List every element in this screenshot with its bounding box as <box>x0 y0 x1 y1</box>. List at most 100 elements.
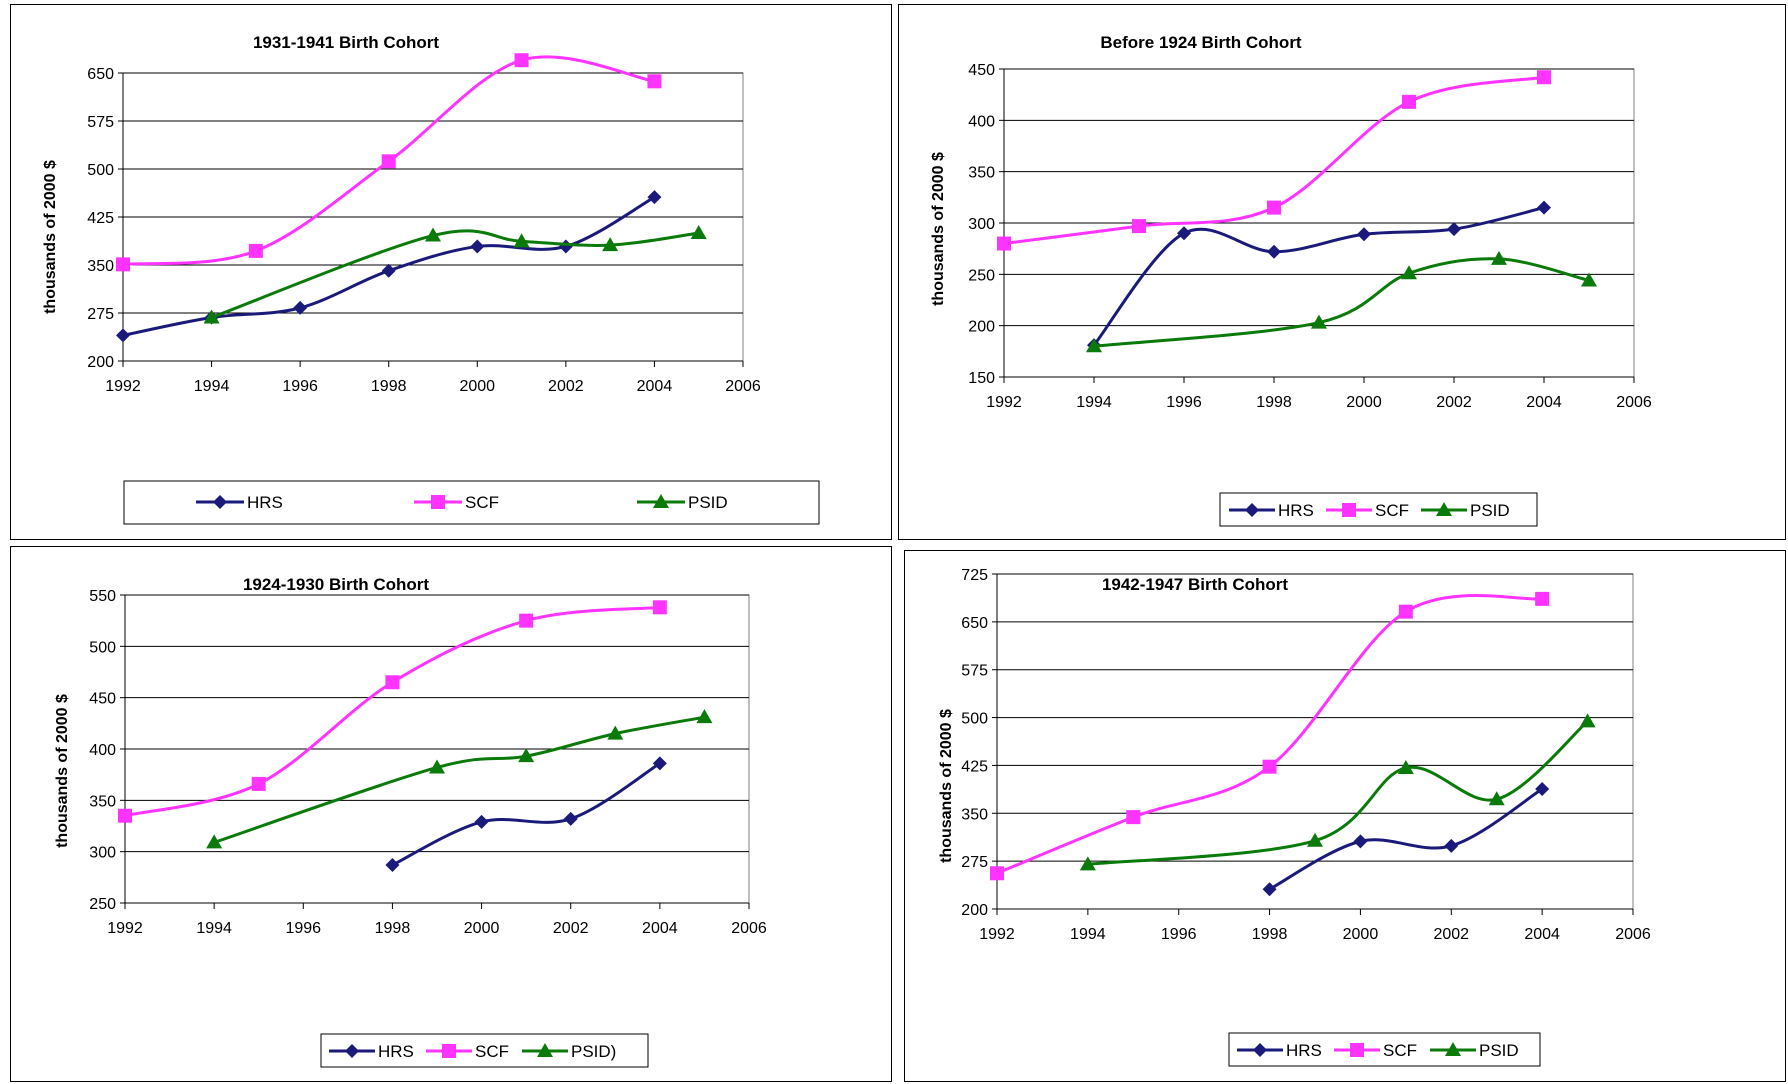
data-point-psid-2003 <box>1488 791 1505 806</box>
y-tick-label-350: 350 <box>961 806 988 823</box>
chart-title: 1931-1941 Birth Cohort <box>253 33 439 52</box>
x-tick-labels: 1992 1994 1996 1998 2000 2002 2004 2006 <box>105 378 761 395</box>
data-point-hrs-1998 <box>1267 244 1281 259</box>
data-point-psid-1999 <box>429 759 445 774</box>
x-tick-label-1998: 1998 <box>1252 926 1288 943</box>
legend-symbol-scf <box>1350 1043 1364 1057</box>
legend-label-psid: PSID <box>1479 1041 1519 1060</box>
data-point-psid-1994 <box>203 309 220 324</box>
series-line-scf <box>996 594 1543 875</box>
y-tick-label-575: 575 <box>87 114 114 131</box>
x-tick-label-2000: 2000 <box>1346 394 1382 411</box>
data-point-psid-1994 <box>1079 856 1096 871</box>
x-tick-label-1994: 1994 <box>196 920 232 937</box>
data-point-scf-1998 <box>1267 200 1281 215</box>
series-line-psid <box>1093 257 1590 348</box>
data-point-psid-1999 <box>1307 832 1323 847</box>
x-tick-label-1998: 1998 <box>1256 394 1292 411</box>
x-tick-label-1996: 1996 <box>1166 394 1202 411</box>
data-point-scf-1995 <box>1126 810 1141 825</box>
data-point-hrs-1996 <box>1177 226 1191 241</box>
legend: HRS SCF PSID <box>1219 492 1538 527</box>
x-tick-label-1994: 1994 <box>1076 394 1112 411</box>
chart-panel-1931-1941: 1931-1941 Birth Cohort thousands of 2000… <box>10 4 892 540</box>
data-point-psid-2005 <box>1579 713 1596 728</box>
data-point-hrs-2004 <box>652 756 667 771</box>
legend-label-psid: PSID) <box>571 1042 616 1061</box>
data-point-scf-2001 <box>514 53 529 68</box>
chart-svg-1931-1941: 1931-1941 Birth Cohort thousands of 2000… <box>42 33 820 525</box>
legend-marker-hrs <box>345 1044 359 1058</box>
x-tick-label-2002: 2002 <box>1433 926 1469 943</box>
x-tick-label-2002: 2002 <box>1436 394 1472 411</box>
data-point-scf-2004 <box>1535 591 1550 606</box>
x-tick-label-1992: 1992 <box>986 394 1022 411</box>
legend-marker-scf <box>442 1044 456 1058</box>
chart-panel-1942-1947: 1942-1947 Birth Cohort thousands of 2000… <box>904 550 1786 1082</box>
data-point-psid-2001 <box>1397 759 1414 774</box>
y-tick-label-425: 425 <box>961 758 988 775</box>
data-point-psid-2003 <box>1491 250 1507 265</box>
y-tick-label-300: 300 <box>968 216 995 233</box>
legend-label-scf: SCF <box>475 1042 509 1061</box>
y-tick-label-575: 575 <box>961 663 988 680</box>
grid-layer <box>120 594 750 909</box>
series-line-psid <box>1087 720 1589 866</box>
x-tick-label-2004: 2004 <box>1526 394 1562 411</box>
chart-title: 1942-1947 Birth Cohort <box>1102 575 1288 594</box>
plot-area-border <box>996 573 1634 910</box>
x-tick-label-2006: 2006 <box>1615 926 1651 943</box>
data-point-scf-2001 <box>1398 604 1413 619</box>
y-tick-label-450: 450 <box>89 691 116 708</box>
x-tick-label-1994: 1994 <box>1070 926 1106 943</box>
grid-layer <box>999 68 1635 383</box>
data-point-psid-2001 <box>518 748 535 763</box>
y-tick-labels: 150 200 250 300 350 400 450 <box>968 62 995 387</box>
legend-label-hrs: HRS <box>247 493 283 512</box>
y-tick-label-275: 275 <box>961 854 988 871</box>
legend-symbol-scf <box>431 495 445 509</box>
data-point-psid-2005 <box>690 225 707 239</box>
x-tick-label-2000: 2000 <box>464 920 500 937</box>
data-point-hrs-1998 <box>381 263 396 278</box>
y-axis-label: thousands of 2000 $ <box>42 160 59 314</box>
data-point-hrs-1992 <box>116 328 130 343</box>
x-tick-label-1992: 1992 <box>107 920 143 937</box>
legend-symbol-hrs <box>1253 1043 1267 1057</box>
x-tick-label-1996: 1996 <box>285 920 321 937</box>
series-line-psid <box>211 229 699 319</box>
data-point-psid-2001 <box>1401 265 1417 280</box>
x-tick-label-1996: 1996 <box>282 378 318 395</box>
legend-label-psid: PSID <box>688 493 728 512</box>
x-tick-labels: 1992 1994 1996 1998 2000 2002 2004 2006 <box>107 920 767 937</box>
x-tick-label-1994: 1994 <box>194 378 230 395</box>
y-tick-label-350: 350 <box>89 793 116 810</box>
x-tick-label-2006: 2006 <box>731 920 767 937</box>
legend-label-psid: PSID <box>1470 501 1510 520</box>
data-point-psid-1994 <box>206 834 223 849</box>
legend-symbol-scf <box>1342 503 1356 517</box>
y-tick-label-500: 500 <box>961 711 988 728</box>
y-axis-label: thousands of 2000 $ <box>938 709 955 863</box>
data-point-scf-2004 <box>652 600 667 615</box>
data-point-scf-1998 <box>1262 759 1277 774</box>
series-line-scf <box>1003 75 1545 246</box>
y-tick-labels: 200 275 350 425 500 575 650 <box>87 66 114 371</box>
legend: HRS SCF PSID) <box>320 1033 649 1068</box>
data-point-hrs-2002 <box>1444 838 1459 853</box>
x-tick-labels: 1992 1994 1996 1998 2000 2002 2004 2006 <box>979 926 1651 943</box>
data-point-scf-1992 <box>118 808 132 823</box>
y-tick-label-275: 275 <box>87 306 114 323</box>
x-tick-label-1996: 1996 <box>1161 926 1197 943</box>
data-point-hrs-2000 <box>470 239 485 254</box>
chart-panel-1924-1930: 1924-1930 Birth Cohort thousands of 2000… <box>10 546 892 1082</box>
x-tick-label-1998: 1998 <box>371 378 407 395</box>
chart-title: Before 1924 Birth Cohort <box>1100 33 1302 52</box>
data-point-scf-1998 <box>385 675 400 690</box>
x-tick-label-1992: 1992 <box>105 378 141 395</box>
series-layer <box>990 591 1596 897</box>
data-point-hrs-2002 <box>563 811 578 826</box>
x-tick-labels: 1992 1994 1996 1998 2000 2002 2004 2006 <box>986 394 1652 411</box>
grid-layer <box>118 72 744 367</box>
y-tick-label-200: 200 <box>961 902 988 919</box>
